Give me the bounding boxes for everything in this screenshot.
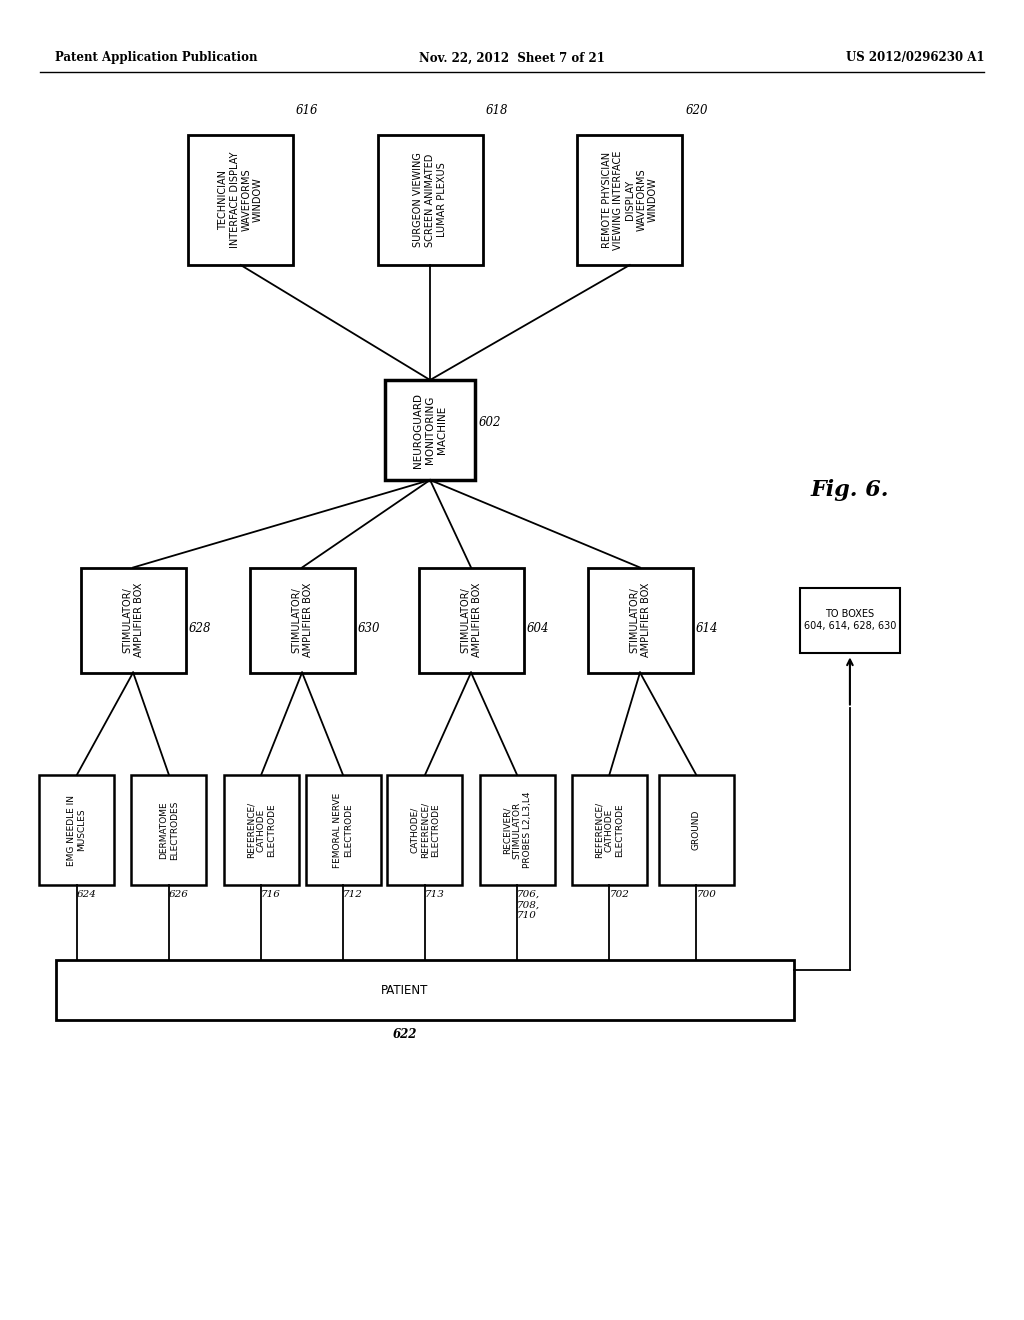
Text: 630: 630 [357,622,380,635]
Bar [479,775,555,884]
Text: DERMATOME
ELECTRODES: DERMATOME ELECTRODES [160,800,178,859]
Text: STIMULATOR/
AMPLIFIER BOX: STIMULATOR/ AMPLIFIER BOX [291,583,313,657]
Bar [387,775,463,884]
Bar [385,380,475,480]
Bar [419,568,523,672]
Bar [250,568,354,672]
Text: REFERENCE/
CATHODE
ELECTRODE: REFERENCE/ CATHODE ELECTRODE [594,803,625,858]
Bar [305,775,381,884]
Text: SURGEON VIEWING
SCREEN ANIMATED
LUMAR PLEXUS: SURGEON VIEWING SCREEN ANIMATED LUMAR PL… [414,153,446,247]
Text: Nov. 22, 2012  Sheet 7 of 21: Nov. 22, 2012 Sheet 7 of 21 [419,51,605,65]
Text: STIMULATOR/
AMPLIFIER BOX: STIMULATOR/ AMPLIFIER BOX [629,583,651,657]
Text: 713: 713 [425,890,444,899]
Text: 706,
708,
710: 706, 708, 710 [517,890,541,920]
Text: 602: 602 [479,416,502,429]
Bar [39,775,115,884]
Text: NEUROGUARD
MONITORING
MACHINE: NEUROGUARD MONITORING MACHINE [414,392,446,467]
Bar [588,568,692,672]
Text: Fig. 6.: Fig. 6. [811,479,889,502]
Bar [56,960,794,1020]
Text: 700: 700 [696,890,716,899]
Text: TECHNICIAN
INTERFACE DISPLAY
WAVEFORMS
WINDOW: TECHNICIAN INTERFACE DISPLAY WAVEFORMS W… [218,152,263,248]
Text: REFERENCE/
CATHODE
ELECTRODE: REFERENCE/ CATHODE ELECTRODE [246,803,276,858]
Text: Patent Application Publication: Patent Application Publication [55,51,257,65]
Text: 604: 604 [526,622,549,635]
Text: RECEIVER/
STIMULATOR
PROBES L2,L3,L4: RECEIVER/ STIMULATOR PROBES L2,L3,L4 [502,792,532,869]
Text: TO BOXES
604, 614, 628, 630: TO BOXES 604, 614, 628, 630 [804,610,896,631]
Bar [223,775,299,884]
Text: REMOTE PHYSICIAN
VIEWING INTERFACE
DISPLAY
WAVEFORMS
WINDOW: REMOTE PHYSICIAN VIEWING INTERFACE DISPL… [601,150,658,249]
Bar [571,775,647,884]
Text: STIMULATOR/
AMPLIFIER BOX: STIMULATOR/ AMPLIFIER BOX [122,583,144,657]
Bar [81,568,185,672]
Text: 622: 622 [393,1028,417,1041]
Text: STIMULATOR/
AMPLIFIER BOX: STIMULATOR/ AMPLIFIER BOX [460,583,482,657]
Bar [800,587,900,652]
Text: 616: 616 [296,104,318,117]
Bar [578,135,682,265]
Text: 624: 624 [77,890,96,899]
Text: 712: 712 [343,890,362,899]
Text: 614: 614 [695,622,718,635]
Text: EMG NEEDLE IN
MUSCLES: EMG NEEDLE IN MUSCLES [68,795,86,866]
Text: 620: 620 [685,104,708,117]
Text: US 2012/0296230 A1: US 2012/0296230 A1 [846,51,984,65]
Text: 626: 626 [169,890,188,899]
Text: GROUND: GROUND [692,809,700,850]
Text: 618: 618 [485,104,508,117]
Text: CATHODE/
REFERENCE/
ELECTRODE: CATHODE/ REFERENCE/ ELECTRODE [410,803,440,858]
Text: 702: 702 [609,890,629,899]
Text: 628: 628 [188,622,211,635]
Text: PATIENT: PATIENT [381,983,429,997]
Bar [131,775,207,884]
Bar [378,135,482,265]
Text: FEMORAL NERVE
ELECTRODE: FEMORAL NERVE ELECTRODE [334,792,352,867]
Bar [658,775,734,884]
Bar [188,135,293,265]
Text: 716: 716 [261,890,281,899]
